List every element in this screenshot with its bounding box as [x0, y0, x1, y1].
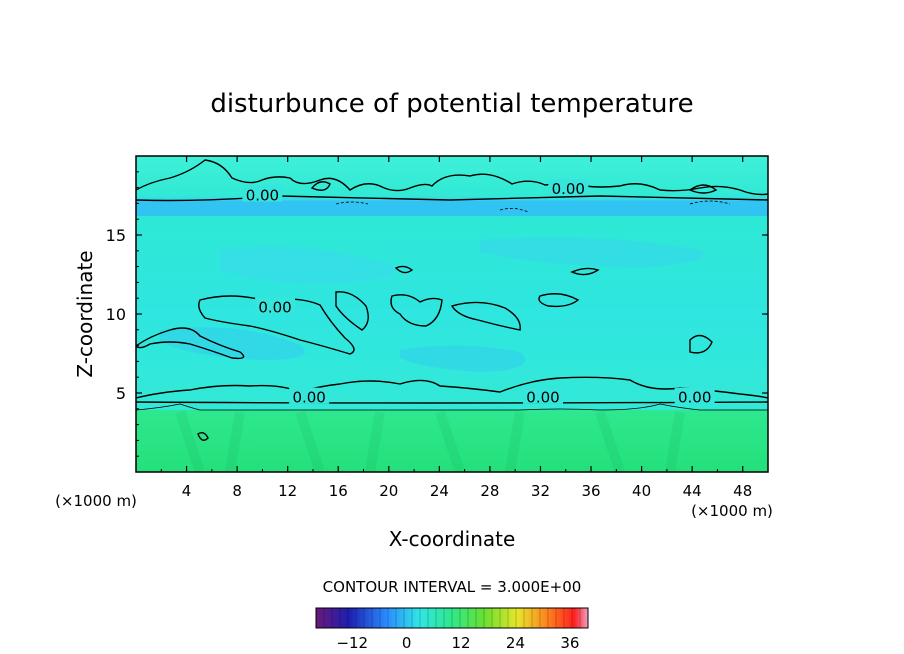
lower-field: [136, 410, 768, 472]
colorbar-tick-label: 0: [402, 634, 412, 652]
x-axis-label: X-coordinate: [389, 527, 516, 551]
colorbar-tick-label: 12: [452, 634, 471, 652]
contour-label-bg: [674, 387, 715, 404]
contour-labels: 0.00 0.00 0.00 0.00 0.00 0.00: [242, 179, 715, 407]
x-axis: 4 8 12 16 20 24 28 32 36 40 44 48: [160, 156, 752, 500]
contour-label-bg: [255, 297, 296, 314]
x-tick-label: 28: [480, 482, 499, 500]
y-axis: 5 10 15: [106, 171, 768, 457]
x-tick-label: 48: [733, 482, 752, 500]
contour-label-bg: [548, 179, 589, 196]
contour-label: 0.00: [552, 180, 585, 198]
y-tick-label: 10: [106, 305, 126, 324]
x-tick-label: 20: [379, 482, 398, 500]
x-tick-label: 8: [232, 482, 242, 500]
chart-title: disturbunce of potential temperature: [210, 89, 693, 119]
x-unit-right: (×1000 m): [691, 502, 773, 520]
contour-interval-text: CONTOUR INTERVAL = 3.000E+00: [323, 578, 582, 596]
x-tick-label: 44: [683, 482, 702, 500]
colorbar-tick-label: −12: [336, 634, 368, 652]
band-field: [136, 200, 768, 216]
contour-label: 0.00: [526, 389, 559, 407]
x-tick-label: 36: [581, 482, 600, 500]
contour-label-bg: [523, 387, 564, 404]
colorbar-frame: [315, 607, 589, 629]
y-tick-label: 5: [116, 384, 126, 403]
contour-label-bg: [289, 387, 330, 404]
colorbar-tick-label: 36: [560, 634, 579, 652]
y-tick-label: 15: [106, 226, 126, 245]
x-tick-label: 32: [531, 482, 550, 500]
colorbar-tick-label: 24: [506, 634, 525, 652]
contour-label: 0.00: [678, 389, 711, 407]
contour-label: 0.00: [246, 187, 279, 205]
x-tick-label: 24: [430, 482, 449, 500]
x-tick-label: 4: [182, 482, 192, 500]
contour-label: 0.00: [292, 389, 325, 407]
y-axis-label: Z-coordinate: [73, 250, 97, 377]
contour-label-bg: [242, 185, 283, 202]
contour-field: [136, 156, 768, 472]
x-tick-label: 16: [329, 482, 348, 500]
x-unit-left: (×1000 m): [55, 492, 137, 510]
x-tick-label: 40: [632, 482, 651, 500]
colorbar-ticks: −12 0 12 24 36: [336, 634, 579, 652]
colorbar: [316, 608, 588, 628]
contour-label: 0.00: [258, 299, 291, 317]
x-tick-label: 12: [278, 482, 297, 500]
